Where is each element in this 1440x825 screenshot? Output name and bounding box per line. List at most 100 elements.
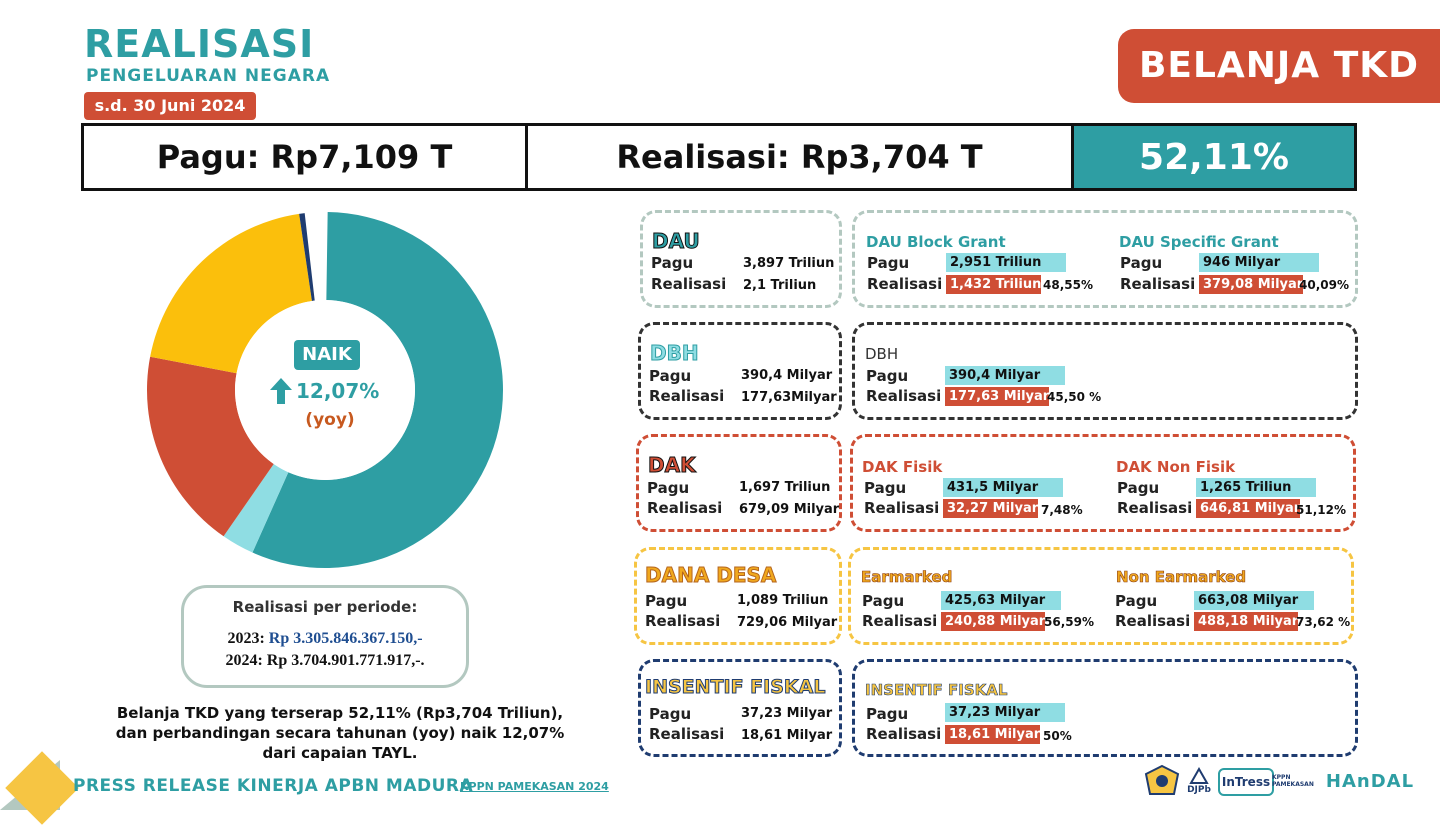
dau-block-title: DAU Block Grant — [866, 233, 1006, 251]
non-earmarked-title: Non Earmarked — [1116, 568, 1247, 587]
insentif-detail-box — [852, 659, 1358, 757]
dak-fisik-realisasi-label: Realisasi — [864, 499, 940, 517]
dana-desa-title: DANA DESA — [644, 563, 777, 588]
insentif-sub-realisasi-bar: 18,61 Milyar — [945, 725, 1041, 744]
insentif-pagu-label: Pagu — [649, 705, 692, 723]
dana-desa-pagu-value: 1,089 Triliun — [737, 593, 829, 608]
dau-specific-pagu-label: Pagu — [1120, 254, 1163, 272]
djpb-logo-icon — [1189, 767, 1209, 784]
donut-chart — [146, 212, 504, 568]
dbh-realisasi-label: Realisasi — [649, 387, 725, 405]
earmarked-pagu-label: Pagu — [862, 592, 905, 610]
description-line: dan perbandingan secara tahunan (yoy) na… — [115, 724, 565, 742]
dau-specific-percent: 40,09% — [1299, 278, 1349, 292]
dak-nonfisik-realisasi-bar: 646,81 Milyar — [1196, 499, 1301, 518]
dak-nonfisik-realisasi-label: Realisasi — [1117, 499, 1193, 517]
intress-logo: InTress — [1218, 768, 1274, 796]
djpb-logo-text: DJPb — [1187, 785, 1211, 795]
kemenkeu-logo-icon — [1144, 764, 1180, 795]
dak-fisik-pagu-label: Pagu — [864, 479, 907, 497]
dbh-detail-box — [852, 322, 1358, 420]
dau-block-realisasi-label: Realisasi — [867, 275, 943, 293]
handal-logo: HAnDAL — [1325, 770, 1415, 792]
insentif-realisasi-label: Realisasi — [649, 725, 725, 743]
arrow-up-icon — [270, 378, 292, 404]
dau-block-pagu-bar: 2,951 Triliun — [946, 253, 1066, 272]
page-subtitle: PENGELUARAN NEGARA — [86, 66, 331, 86]
periode-2024: 2024: Rp 3.704.901.771.917,-. — [225, 652, 425, 669]
kppn-logo: KPPN PAMEKASAN — [1272, 774, 1314, 788]
dau-specific-title: DAU Specific Grant — [1119, 233, 1279, 251]
donut-hole — [235, 300, 415, 480]
dau-realisasi-label: Realisasi — [651, 275, 727, 293]
page-title: REALISASI — [84, 22, 315, 66]
dana-desa-summary-box — [634, 547, 842, 645]
dak-nonfisik-percent: 51,12% — [1296, 503, 1346, 517]
earmarked-realisasi-bar: 240,88 Milyar — [941, 612, 1046, 631]
dak-fisik-realisasi-bar: 32,27 Milyar — [943, 499, 1039, 518]
dak-nonfisik-title: DAK Non Fisik — [1116, 458, 1236, 476]
dana-desa-detail-box — [848, 547, 1354, 645]
donut-slice-dbh — [150, 213, 312, 374]
dbh-realisasi-value: 177,63Milyar — [741, 390, 837, 405]
dana-desa-pagu-label: Pagu — [645, 592, 688, 610]
insentif-sub-percent: 50% — [1043, 729, 1072, 743]
insentif-sub-title: INSENTIF FISKAL — [865, 681, 1008, 700]
summary-bar: Pagu: Rp7,109 T Realisasi: Rp3,704 T 52,… — [81, 123, 1357, 191]
periode-box: Realisasi per periode: 2023: Rp 3.305.84… — [181, 585, 469, 688]
earmarked-realisasi-label: Realisasi — [862, 612, 938, 630]
earmarked-percent: 56,59% — [1044, 615, 1094, 629]
insentif-sub-pagu-label: Pagu — [866, 705, 909, 723]
donut-slice-dana-desa — [223, 463, 289, 553]
summary-realisasi: Realisasi: Rp3,704 T — [528, 126, 1074, 188]
dau-detail-box — [852, 210, 1358, 308]
growth-percent-value: 12,07% — [296, 379, 380, 403]
insentif-pagu-value: 37,23 Milyar — [741, 706, 833, 721]
insentif-summary-box — [638, 659, 842, 757]
dak-realisasi-value: 679,09 Milyar — [739, 502, 840, 517]
periode-2023-value: Rp 3.305.846.367.150,- — [268, 630, 423, 647]
dak-pagu-value: 1,697 Triliun — [739, 480, 831, 495]
dak-pagu-label: Pagu — [647, 479, 690, 497]
non-earmarked-realisasi-label: Realisasi — [1115, 612, 1191, 630]
dana-desa-realisasi-value: 729,06 Milyar — [737, 615, 838, 630]
dau-specific-realisasi-bar: 379,08 Milyar — [1199, 275, 1304, 294]
dau-block-pagu-label: Pagu — [867, 254, 910, 272]
dau-pagu-value: 3,897 Triliun — [743, 256, 835, 271]
dbh-summary-box — [638, 322, 842, 420]
dau-block-percent: 48,55% — [1043, 278, 1093, 292]
dana-desa-realisasi-label: Realisasi — [645, 612, 721, 630]
dbh-pagu-value: 390,4 Milyar — [741, 368, 833, 383]
dbh-sub-realisasi-label: Realisasi — [866, 387, 942, 405]
dau-pagu-label: Pagu — [651, 254, 694, 272]
dak-fisik-percent: 7,48% — [1041, 503, 1083, 517]
dbh-sub-title: DBH — [865, 345, 899, 363]
dak-realisasi-label: Realisasi — [647, 499, 723, 517]
summary-percent: 52,11% — [1074, 126, 1354, 188]
description: Belanja TKD yang terserap 52,11% (Rp3,70… — [90, 703, 590, 763]
insentif-title: INSENTIF FISKAL — [644, 676, 826, 699]
earmarked-pagu-bar: 425,63 Milyar — [941, 591, 1061, 610]
footer-title: PRESS RELEASE KINERJA APBN MADURA — [73, 776, 474, 796]
insentif-sub-realisasi-label: Realisasi — [866, 725, 942, 743]
insentif-sub-pagu-bar: 37,23 Milyar — [945, 703, 1065, 722]
dau-summary-box — [640, 210, 842, 308]
date-badge: s.d. 30 Juni 2024 — [84, 92, 256, 120]
non-earmarked-percent: 73,62 % — [1296, 615, 1351, 629]
periode-2023-label: 2023: — [227, 630, 269, 647]
description-line: dari capaian TAYL. — [262, 744, 418, 762]
dak-fisik-pagu-bar: 431,5 Milyar — [943, 478, 1063, 497]
summary-pagu: Pagu: Rp7,109 T — [84, 126, 528, 188]
dak-fisik-title: DAK Fisik — [862, 458, 943, 476]
non-earmarked-pagu-label: Pagu — [1115, 592, 1158, 610]
dbh-sub-realisasi-bar: 177,63 Milyar — [945, 387, 1050, 406]
dau-block-realisasi-bar: 1,432 Triliun — [946, 275, 1042, 294]
description-line: Belanja TKD yang terserap 52,11% (Rp3,70… — [116, 704, 564, 722]
dbh-title: DBH — [650, 341, 700, 366]
yoy-label: (yoy) — [305, 410, 355, 430]
naik-badge: NAIK — [294, 340, 360, 370]
dau-title: DAU — [652, 229, 701, 254]
djpb-logo: DJPb — [1184, 764, 1214, 798]
periode-2023: 2023: Rp 3.305.846.367.150,- — [184, 630, 466, 648]
dau-realisasi-value: 2,1 Triliun — [743, 278, 817, 293]
